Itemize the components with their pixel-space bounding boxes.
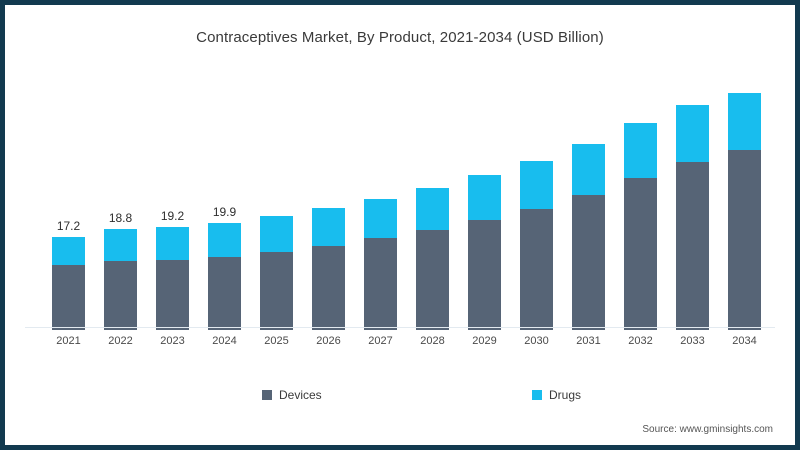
legend-label-devices: Devices [279, 388, 322, 402]
x-tick-label: 2028 [420, 335, 445, 347]
bar-segment-drugs[interactable] [520, 160, 553, 210]
bar-segment-drugs[interactable] [416, 187, 449, 230]
bar-segment-drugs[interactable] [312, 208, 345, 246]
x-tick-label: 2021 [56, 335, 81, 347]
bar-segment-devices[interactable] [572, 195, 605, 330]
x-tick-label: 2029 [472, 335, 497, 347]
bar-value-label: 19.2 [160, 208, 185, 223]
x-tick-label: 2026 [316, 335, 341, 347]
x-tick-label: 2034 [732, 335, 757, 347]
bar-column[interactable] [728, 93, 761, 330]
bar-column[interactable] [520, 160, 553, 330]
legend-swatch-devices-icon [262, 390, 272, 400]
x-tick-label: 2032 [628, 335, 653, 347]
x-tick-label: 2024 [212, 335, 237, 347]
bar-segment-drugs[interactable] [156, 226, 189, 260]
bar-segment-drugs[interactable] [728, 93, 761, 151]
bar-column[interactable] [468, 174, 501, 330]
bar-column[interactable] [260, 215, 293, 330]
bar-segment-devices[interactable] [676, 161, 709, 330]
bar-value-label: 18.8 [108, 210, 133, 225]
bar-value-label: 17.2 [56, 219, 81, 234]
bar-segment-devices[interactable] [624, 178, 657, 330]
bar-segment-devices[interactable] [260, 252, 293, 330]
bar-segment-drugs[interactable] [676, 104, 709, 162]
legend-item-drugs[interactable]: Drugs [532, 388, 581, 402]
bar-segment-devices[interactable] [468, 220, 501, 330]
bar-segment-devices[interactable] [208, 256, 241, 330]
bar-segment-devices[interactable] [312, 245, 345, 330]
bar-column[interactable] [364, 198, 397, 330]
bar-column[interactable] [312, 208, 345, 330]
bar-segment-devices[interactable] [728, 150, 761, 330]
x-axis-baseline [25, 327, 775, 328]
x-tick-label: 2031 [576, 335, 601, 347]
chart-canvas: Contraceptives Market, By Product, 2021-… [5, 5, 795, 445]
x-axis-tick-labels: 2021 2022 2023 2024 2025 2026 2027 2028 2029 2030… [25, 335, 780, 355]
bar-column[interactable] [624, 123, 657, 330]
x-tick-label: 2025 [264, 335, 289, 347]
bar-column[interactable]: 18.8 [104, 211, 137, 330]
bar-segment-devices[interactable] [520, 209, 553, 330]
x-tick-label: 2023 [160, 335, 185, 347]
bar-column[interactable]: 19.2 [156, 209, 189, 330]
x-tick-label: 2022 [108, 335, 133, 347]
bar-segment-devices[interactable] [416, 229, 449, 330]
bar-segment-drugs[interactable] [624, 123, 657, 179]
bar-segment-drugs[interactable] [52, 237, 85, 266]
chart-title: Contraceptives Market, By Product, 2021-… [196, 29, 604, 46]
bar-segment-drugs[interactable] [104, 228, 137, 262]
bar-segment-drugs[interactable] [208, 222, 241, 257]
bar-segment-drugs[interactable] [572, 143, 605, 196]
x-tick-label: 2033 [680, 335, 705, 347]
plot-area: 17.2 18.8 19.2 19.9 [25, 90, 780, 330]
legend-label-drugs: Drugs [549, 388, 582, 402]
x-tick-label: 2027 [368, 335, 393, 347]
bar-column[interactable] [572, 143, 605, 330]
legend-swatch-drugs-icon [532, 390, 542, 400]
bar-segment-devices[interactable] [364, 238, 397, 330]
bar-segment-drugs[interactable] [260, 215, 293, 253]
bar-segment-drugs[interactable] [364, 198, 397, 239]
chart-legend: Devices Drugs [5, 388, 795, 408]
x-tick-label: 2030 [524, 335, 549, 347]
bar-column[interactable] [676, 104, 709, 330]
source-attribution: Source: www.gminsights.com [642, 424, 773, 435]
bar-segment-devices[interactable] [156, 259, 189, 330]
bar-segment-devices[interactable] [104, 261, 137, 330]
bar-segment-devices[interactable] [52, 265, 85, 330]
bar-column[interactable] [416, 187, 449, 330]
legend-item-devices[interactable]: Devices [262, 388, 322, 402]
bar-segment-drugs[interactable] [468, 174, 501, 221]
bar-column[interactable]: 17.2 [52, 219, 85, 330]
bar-value-label: 19.9 [212, 204, 237, 219]
bar-column[interactable]: 19.9 [208, 205, 241, 330]
